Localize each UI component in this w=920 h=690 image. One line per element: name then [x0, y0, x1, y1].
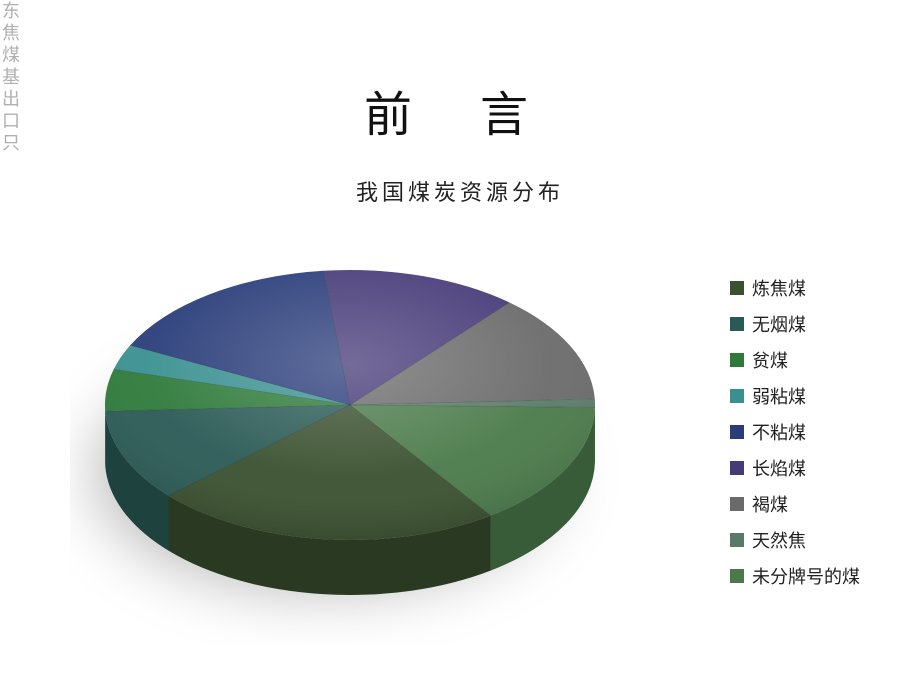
legend-label: 无烟煤: [752, 311, 806, 337]
legend-label: 贫煤: [752, 347, 788, 373]
legend-swatch-icon: [730, 317, 744, 331]
legend-label: 天然焦: [752, 527, 806, 553]
legend-item: 不粘煤: [730, 419, 860, 445]
legend-swatch-icon: [730, 461, 744, 475]
legend-item: 贫煤: [730, 347, 860, 373]
legend-swatch-icon: [730, 353, 744, 367]
pie-chart-3d: [70, 225, 630, 645]
legend-label: 长焰煤: [752, 455, 806, 481]
legend-item: 天然焦: [730, 527, 860, 553]
legend-label: 炼焦煤: [752, 275, 806, 301]
legend-swatch-icon: [730, 389, 744, 403]
legend-label: 弱粘煤: [752, 383, 806, 409]
legend-label: 褐煤: [752, 491, 788, 517]
legend-swatch-icon: [730, 533, 744, 547]
legend-item: 未分牌号的煤: [730, 563, 860, 589]
page-title: 前 言: [0, 75, 920, 145]
legend-label: 不粘煤: [752, 419, 806, 445]
legend-swatch-icon: [730, 281, 744, 295]
legend-item: 无烟煤: [730, 311, 860, 337]
legend-label: 未分牌号的煤: [752, 563, 860, 589]
legend-item: 炼焦煤: [730, 275, 860, 301]
legend-item: 长焰煤: [730, 455, 860, 481]
legend-swatch-icon: [730, 425, 744, 439]
legend-swatch-icon: [730, 497, 744, 511]
legend-item: 褐煤: [730, 491, 860, 517]
legend-item: 弱粘煤: [730, 383, 860, 409]
chart-legend: 炼焦煤无烟煤贫煤弱粘煤不粘煤长焰煤褐煤天然焦未分牌号的煤: [730, 275, 860, 599]
legend-swatch-icon: [730, 569, 744, 583]
chart-title: 我国煤炭资源分布: [0, 175, 920, 207]
